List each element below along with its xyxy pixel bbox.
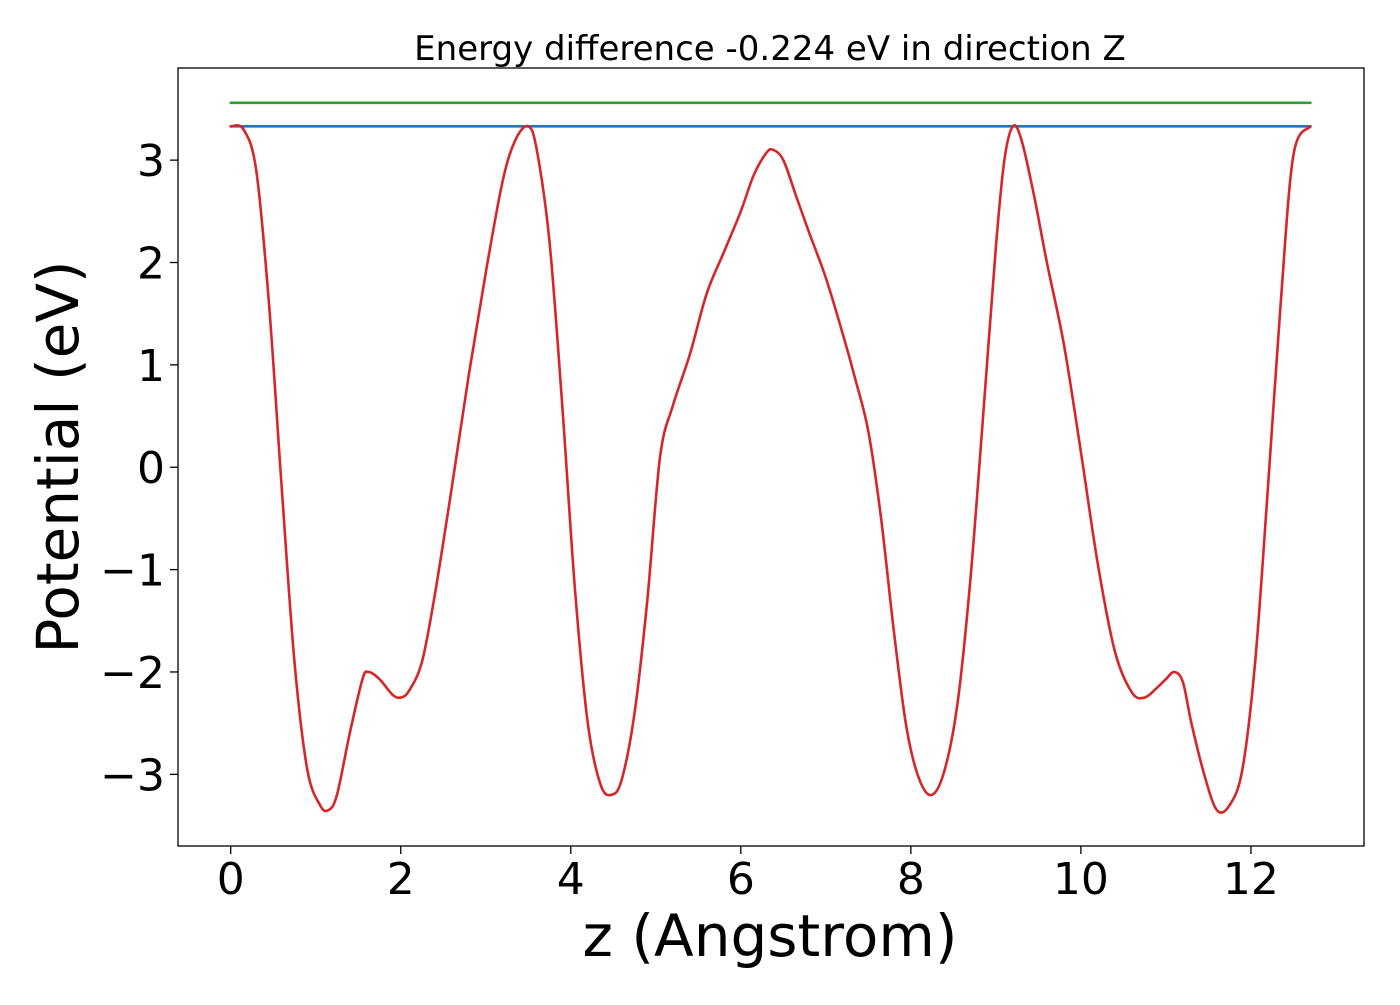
y-tick-label: −3 [100,750,165,801]
y-axis-label: Potential (eV) [24,260,92,653]
chart-title: Energy difference -0.224 eV in direction… [414,29,1126,69]
y-tick-label: −1 [100,546,165,597]
x-tick-label: 0 [217,854,245,905]
plot-layer [229,101,1312,814]
x-axis-ticks: 0 2 4 6 8 10 12 [217,846,1279,905]
y-tick-label: −2 [100,648,165,699]
x-tick-label: 12 [1223,854,1279,905]
x-tick-label: 8 [897,854,925,905]
x-tick-label: 10 [1053,854,1109,905]
y-tick-label: 1 [137,341,165,392]
y-tick-label: 2 [137,239,165,290]
y-axis-ticks: −3 −2 −1 0 1 2 3 [100,136,178,801]
x-tick-label: 6 [727,854,755,905]
x-tick-label: 2 [387,854,415,905]
series-line-2 [229,124,1312,814]
plot-area-frame [177,67,1365,847]
y-tick-label: 0 [137,443,165,494]
x-tick-label: 4 [557,854,585,905]
x-axis-label: z (Angstrom) [583,902,958,970]
y-tick-label: 3 [137,136,165,187]
